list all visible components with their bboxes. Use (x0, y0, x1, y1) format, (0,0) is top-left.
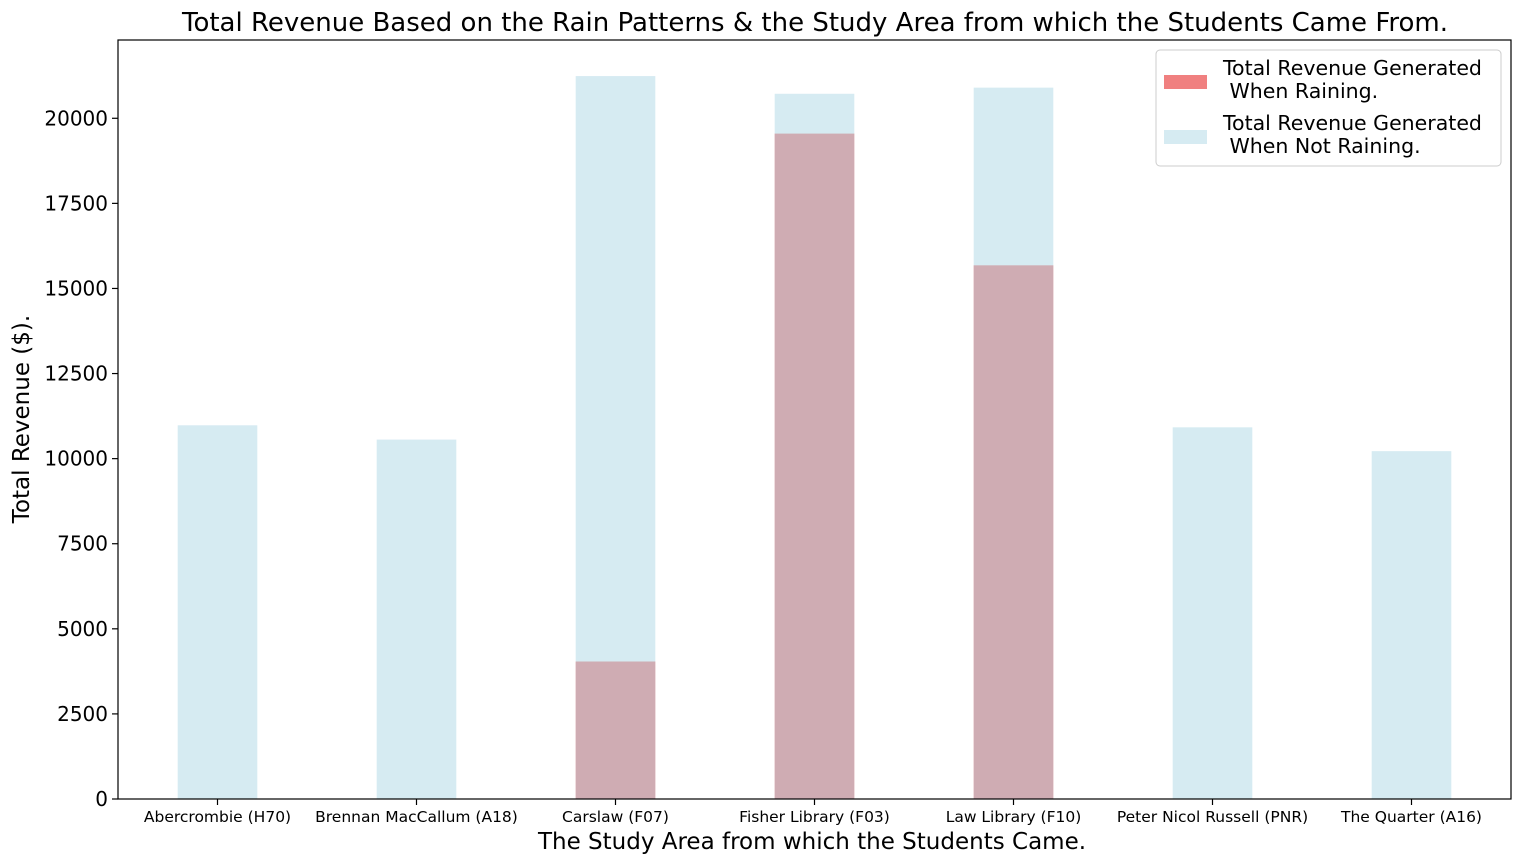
bars-layer (177, 76, 1452, 800)
y-tick-label-8: 17500 (44, 191, 108, 215)
y-tick-label-4: 7500 (57, 532, 108, 556)
y-tick-label-5: 10000 (44, 447, 108, 471)
legend-label-2-line-1: Total Revenue Generated (1222, 111, 1482, 135)
legend-box (1155, 49, 1502, 167)
y-tick-label-7: 15000 (44, 276, 108, 300)
x-tick-label-6: Peter Nicol Russell (PNR) (1117, 808, 1308, 826)
y-tick-label-6: 12500 (44, 362, 108, 386)
axes-layer: 0 2500 5000 7500 10000 12500 15000 17500 20000 Ab… (44, 39, 1512, 826)
y-tick-label-3: 5000 (57, 617, 108, 641)
legend-label-2-line-2: When Not Raining. (1223, 134, 1421, 158)
bar-series2-2 (376, 439, 457, 799)
y-tick-label-2: 2500 (57, 702, 108, 726)
bar-series2-7 (1371, 451, 1452, 799)
legend-label-1-line-1: Total Revenue Generated (1222, 56, 1482, 80)
x-tick-label-2: Brennan MacCallum (A18) (315, 808, 518, 826)
bar-series2-6 (1172, 427, 1253, 799)
legend-label-2: Total Revenue Generated When Not Raining… (1222, 111, 1482, 158)
bar-series2-5 (973, 87, 1054, 799)
legend-label-1-line-2: When Raining. (1223, 79, 1378, 103)
legend: Total Revenue Generated When Raining.Tot… (1155, 49, 1502, 167)
bar-series2-4 (774, 93, 855, 799)
legend-swatch-1 (1164, 75, 1207, 89)
x-axis-label: The Study Area from which the Students C… (537, 829, 1086, 855)
chart-title: Total Revenue Based on the Rain Patterns… (181, 8, 1448, 38)
legend-label-1: Total Revenue Generated When Raining. (1222, 56, 1482, 103)
x-tick-label-3: Carslaw (F07) (562, 808, 669, 826)
bar-series2-1 (177, 425, 258, 799)
x-tick-label-7: The Quarter (A16) (1340, 808, 1482, 826)
x-tick-label-5: Law Library (F10) (946, 808, 1082, 826)
x-tick-label-1: Abercrombie (H70) (144, 808, 291, 826)
y-tick-label-9: 20000 (44, 106, 108, 130)
x-tick-label-4: Fisher Library (F03) (739, 808, 890, 826)
y-tick-label-1: 0 (95, 787, 108, 811)
legend-swatch-2 (1164, 130, 1207, 144)
y-axis-label: Total Revenue ($). (9, 315, 35, 524)
bar-series2-3 (575, 76, 656, 799)
